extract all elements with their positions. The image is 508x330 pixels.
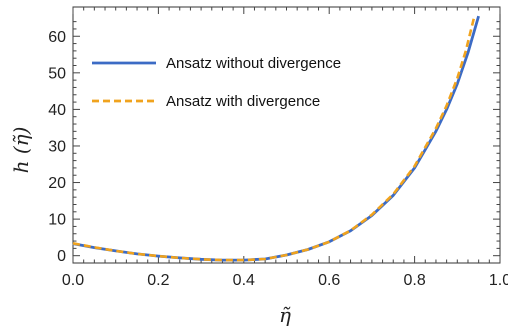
y-tick-label: 30	[48, 138, 66, 155]
x-tick-label: 1.0	[489, 272, 508, 289]
legend-label: Ansatz without divergence	[166, 55, 341, 72]
y-tick-label: 50	[48, 65, 66, 82]
y-axis-ticks: 0 10 20 30 40 50 60	[48, 21, 500, 265]
y-tick-label: 10	[48, 212, 66, 229]
y-tick-label: 20	[48, 175, 66, 192]
series-line-with-divergence	[72, 15, 476, 262]
x-tick-label: 0.8	[403, 272, 425, 289]
legend-label: Ansatz with divergence	[166, 93, 320, 110]
series-lines	[72, 15, 480, 262]
x-tick-label: 0.0	[62, 272, 84, 289]
y-tick-label: 0	[57, 248, 66, 265]
x-axis-ticks: 0.0 0.2 0.4 0.6 0.8 1.0	[62, 7, 508, 289]
y-tick-label: 40	[48, 102, 66, 119]
x-axis-label: η̃	[279, 303, 291, 327]
x-tick-label: 0.4	[233, 272, 255, 289]
plot-border	[72, 6, 501, 264]
series-line-without-divergence	[72, 15, 480, 262]
plot-frame	[72, 6, 501, 264]
x-tick-label: 0.6	[318, 272, 340, 289]
y-axis-label: h (η̃)	[9, 127, 33, 174]
x-tick-label: 0.2	[147, 272, 169, 289]
y-tick-label: 60	[48, 29, 66, 46]
legend: Ansatz without divergence Ansatz with div…	[92, 55, 341, 110]
